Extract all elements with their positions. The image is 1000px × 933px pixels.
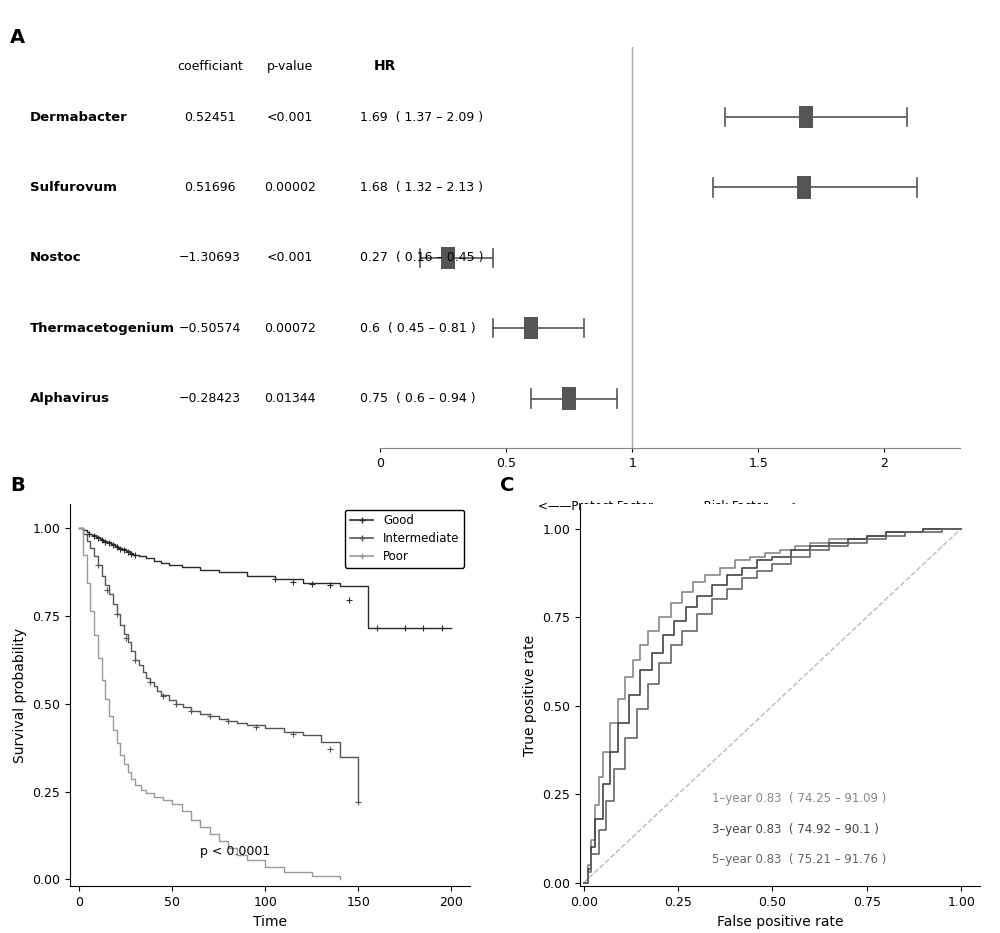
Text: B: B [10,476,25,494]
Text: 0.01344: 0.01344 [264,392,316,405]
Text: 0.00002: 0.00002 [264,181,316,194]
X-axis label: Time: Time [253,914,287,928]
Text: 0.27  ( 0.16 – 0.45 ): 0.27 ( 0.16 – 0.45 ) [360,251,484,264]
Text: −1.30693: −1.30693 [179,251,241,264]
Text: <——Protect Factor—— ——Risk Factor——>: <——Protect Factor—— ——Risk Factor——> [538,500,802,513]
Text: 0.75  ( 0.6 – 0.94 ): 0.75 ( 0.6 – 0.94 ) [360,392,476,405]
Text: 1–year 0.83  ( 74.25 – 91.09 ): 1–year 0.83 ( 74.25 – 91.09 ) [712,792,886,805]
Text: Thermacetogenium: Thermacetogenium [30,322,175,335]
Text: 1.68  ( 1.32 – 2.13 ): 1.68 ( 1.32 – 2.13 ) [360,181,483,194]
Text: 0.00072: 0.00072 [264,322,316,335]
Text: Sulfurovum: Sulfurovum [30,181,117,194]
Legend: Good, Intermediate, Poor: Good, Intermediate, Poor [345,509,464,567]
Text: Alphavirus: Alphavirus [30,392,110,405]
Y-axis label: True positive rate: True positive rate [523,634,537,756]
Text: 0.6  ( 0.45 – 0.81 ): 0.6 ( 0.45 – 0.81 ) [360,322,476,335]
Text: <0.001: <0.001 [267,110,313,123]
Text: 5–year 0.83  ( 75.21 – 91.76 ): 5–year 0.83 ( 75.21 – 91.76 ) [712,854,886,867]
Text: −0.50574: −0.50574 [179,322,241,335]
Bar [524,317,538,340]
Text: Dermabacter: Dermabacter [30,110,128,123]
Text: 3–year 0.83  ( 74.92 – 90.1 ): 3–year 0.83 ( 74.92 – 90.1 ) [712,823,879,836]
Text: Nostoc: Nostoc [30,251,82,264]
Bar [562,387,576,410]
Text: −0.28423: −0.28423 [179,392,241,405]
Text: HR: HR [374,60,396,74]
Text: C: C [500,476,514,494]
Bar [441,246,455,269]
Text: <0.001: <0.001 [267,251,313,264]
Text: 0.52451: 0.52451 [184,110,236,123]
Bar [797,176,811,199]
Text: p < 0.0001: p < 0.0001 [200,844,270,857]
Text: coefficiant: coefficiant [177,60,243,73]
Bar [799,105,813,129]
X-axis label: False positive rate: False positive rate [717,914,843,928]
Text: 1.69  ( 1.37 – 2.09 ): 1.69 ( 1.37 – 2.09 ) [360,110,483,123]
Text: 0.51696: 0.51696 [184,181,236,194]
Text: p-value: p-value [267,60,313,73]
Text: A: A [10,28,25,47]
Y-axis label: Survival probability: Survival probability [13,628,27,762]
